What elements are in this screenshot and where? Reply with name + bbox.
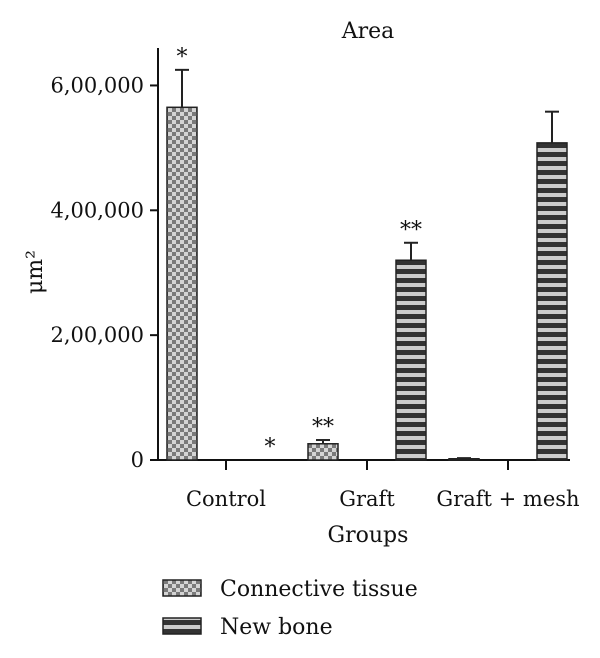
y-ticks: 0 2,00,000 4,00,000 6,00,000 bbox=[50, 73, 158, 472]
bar bbox=[307, 443, 339, 461]
x-tick-label: Control bbox=[186, 487, 266, 511]
x-tick-label: Graft + mesh bbox=[436, 487, 579, 511]
significance-marker: * bbox=[265, 435, 276, 460]
bar bbox=[536, 142, 568, 461]
y-tick-label: 0 bbox=[131, 448, 144, 472]
y-tick-label: 4,00,000 bbox=[50, 198, 144, 222]
x-tick-label: Graft bbox=[339, 487, 395, 511]
legend-label: Connective tissue bbox=[220, 577, 418, 602]
y-tick-label: 6,00,000 bbox=[50, 73, 144, 97]
significance-marker: ** bbox=[312, 415, 334, 440]
y-tick-label: 2,00,000 bbox=[50, 323, 144, 347]
x-axis-label: Groups bbox=[328, 523, 409, 548]
legend-swatch bbox=[162, 579, 202, 597]
legend-swatch bbox=[162, 617, 202, 635]
significance-marker: * bbox=[177, 45, 188, 70]
bar bbox=[166, 106, 198, 461]
chart-title: Area bbox=[341, 19, 395, 44]
bar bbox=[395, 259, 427, 461]
significance-marker: ** bbox=[400, 218, 422, 243]
x-tick-labels: Control Graft Graft + mesh bbox=[186, 460, 580, 511]
significance-annotations: ****** bbox=[177, 45, 423, 460]
legend-label: New bone bbox=[220, 615, 333, 640]
bars bbox=[166, 68, 568, 461]
legend: Connective tissue New bone bbox=[162, 577, 418, 640]
axes bbox=[157, 48, 570, 461]
y-axis-label: μm² bbox=[23, 250, 48, 294]
